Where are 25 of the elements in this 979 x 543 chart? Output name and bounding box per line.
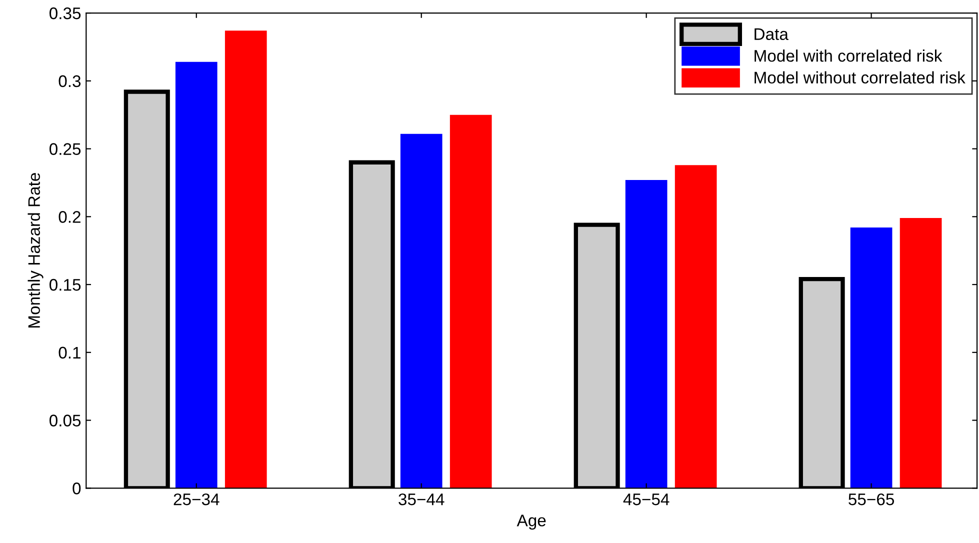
bar [850, 228, 892, 488]
y-tick-label: 0.35 [50, 7, 81, 20]
legend-label: Data [754, 28, 788, 40]
legend-label: Model without correlated risk [754, 71, 966, 84]
x-tick-label: 55−65 [848, 493, 894, 506]
y-tick-label: 0 [72, 482, 81, 494]
x-tick-label: 45−54 [623, 494, 670, 506]
y-tick-label: 0.2 [58, 211, 80, 223]
y-tick-label: 0.25 [50, 143, 81, 155]
bar [175, 62, 218, 488]
bar [400, 134, 442, 488]
x-tick-label: 25−34 [174, 493, 220, 506]
y-tick-label: 0.15 [50, 278, 81, 291]
bar [674, 165, 717, 488]
bar [224, 30, 267, 488]
bar [900, 218, 942, 488]
x-axis-title: Age [516, 514, 546, 530]
bar [625, 180, 668, 488]
legend-label: Model with correlated risk [754, 50, 942, 62]
y-tick-label: 0.1 [58, 346, 80, 359]
x-tick-label: 35−44 [398, 493, 444, 506]
y-tick-label: 0.3 [58, 75, 81, 88]
y-axis-title: Monthly Hazard Rate [28, 173, 44, 328]
bar [450, 114, 492, 488]
y-tick-label: 0.05 [50, 414, 81, 426]
